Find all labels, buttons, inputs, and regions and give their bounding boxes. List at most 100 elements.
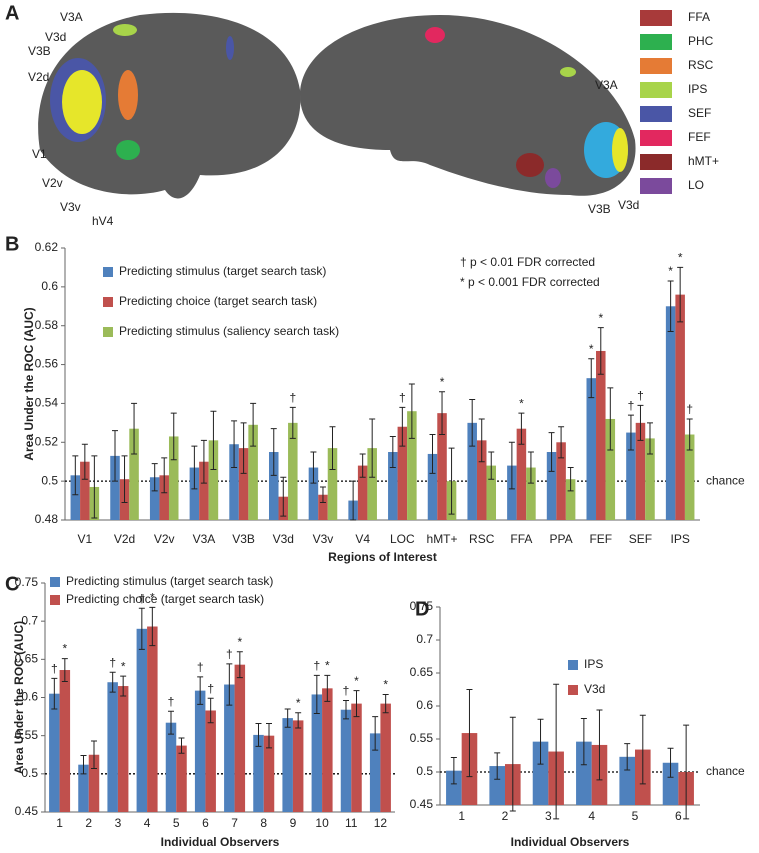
error-bar [509,716,516,812]
legend-swatch [640,154,672,170]
y-tick-label: 0.6 [21,690,38,704]
x-tick-label: V4 [355,532,370,546]
bar [292,720,304,812]
significance-marker: * [383,678,388,692]
region-label: V3B [28,44,51,58]
reference-label: chance [706,473,745,487]
error-bar [284,708,291,728]
error-bar [596,709,603,781]
error-bar [178,737,185,754]
bar [662,762,679,805]
bar [565,479,576,520]
error-bar [289,406,296,439]
legend-label: Predicting choice (target search task) [119,294,317,308]
note: † p < 0.01 FDR corrected [460,255,595,269]
error-bar [369,418,376,478]
bar [168,436,179,520]
bar [129,428,139,520]
x-axis-title: Individual Observers [511,835,630,849]
error-bar [469,399,476,447]
bar [311,694,323,812]
bar [507,465,517,520]
bar [318,494,328,520]
error-bar [231,420,238,469]
region [116,140,140,160]
y-tick-label: 0.45 [410,797,434,811]
x-tick-label: 8 [260,816,267,830]
significance-marker: † [686,402,693,416]
bar [205,710,216,812]
error-bar [109,671,116,693]
bar [516,428,527,520]
error-bar [597,327,604,375]
significance-marker: * [237,635,242,649]
region-label: V3A [60,10,83,24]
x-tick-label: V1 [78,532,93,546]
bar [351,703,362,812]
error-bar [683,724,690,820]
error-bar [81,443,88,480]
brain-left [38,12,301,199]
bar [308,467,319,520]
significance-marker: * [121,659,126,673]
error-bar [329,426,336,470]
error-bar [200,439,207,484]
legend-label: Predicting stimulus (target search task) [66,574,273,588]
error-bar [450,756,457,785]
y-tick-label: 0.48 [35,512,59,526]
panel-letter: C [5,573,19,595]
legend-swatch [50,595,60,605]
y-tick-label: 0.45 [15,804,39,818]
legend-label: Predicting stimulus (target search task) [119,264,326,278]
error-bar [210,410,217,470]
error-bar [240,422,247,474]
bar [149,477,160,520]
legend-label: Predicting stimulus (saliency search tas… [119,324,339,338]
bar [322,688,333,812]
error-bar [389,435,396,469]
bar [327,448,338,520]
error-bar [607,387,614,451]
region [226,36,234,60]
y-tick-label: 0.75 [410,599,434,613]
y-tick-label: 0.75 [15,575,39,589]
bar [340,709,352,812]
error-bar [558,426,565,459]
y-tick-label: 0.7 [21,613,38,627]
legend-label: RSC [688,58,714,72]
y-tick-label: 0.58 [35,318,59,332]
x-tick-label: 2 [85,816,92,830]
significance-marker: † [637,389,644,403]
error-bar [667,747,674,778]
region [612,128,628,172]
legend-swatch [640,106,672,122]
legend-label: LO [688,178,704,192]
error-bar [478,418,485,463]
bar [49,693,60,812]
x-tick-label: 3 [115,816,122,830]
error-bar [350,480,357,521]
error-bar [548,432,555,472]
significance-marker: † [109,655,116,669]
error-bar [567,467,574,492]
significance-marker: * [440,375,445,389]
region-label: V1 [32,147,47,161]
bar [645,438,655,520]
bar [117,686,129,812]
bar [380,703,391,812]
x-tick-label: 6 [675,809,682,823]
error-bar [280,476,287,517]
legend-label: IPS [688,82,707,96]
bar [110,455,120,520]
significance-marker: * [589,342,594,356]
x-tick-label: V2v [154,532,175,546]
error-bar [226,663,233,706]
region-label: V3B [588,202,611,216]
reference-label: chance [706,764,745,778]
bar [238,448,249,520]
y-tick-label: 0.5 [21,766,38,780]
bar [107,682,118,812]
error-bar [667,280,674,333]
error-bar [236,651,243,679]
y-tick-label: 0.7 [416,632,433,646]
